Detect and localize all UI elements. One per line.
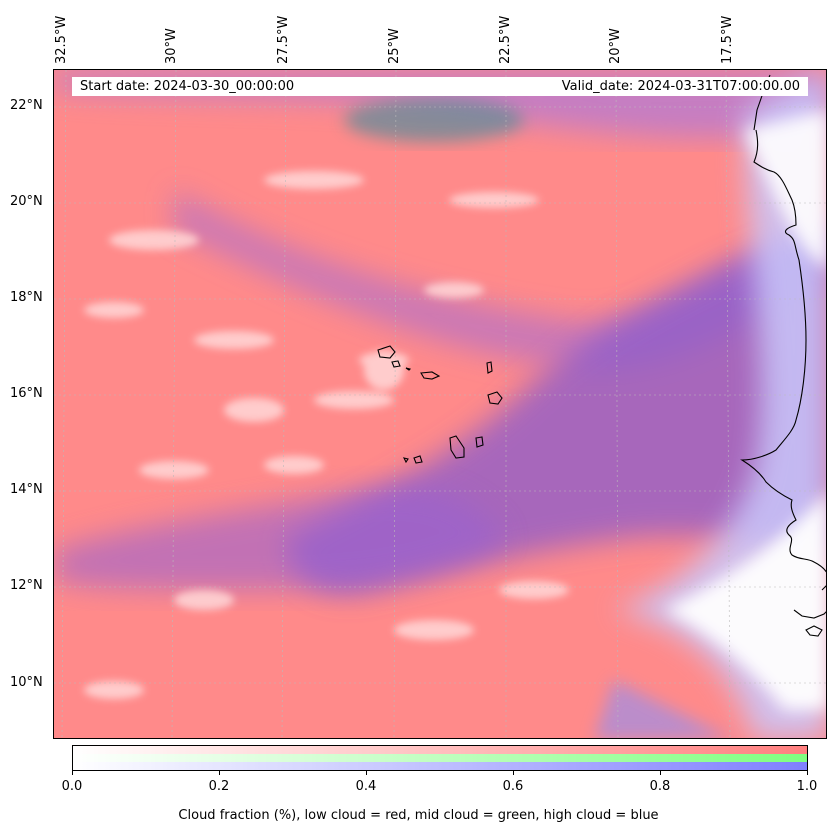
island-santa-luzia <box>405 367 412 371</box>
lat-label-10n: 10°N <box>10 675 43 690</box>
lat-label-20n: 20°N <box>10 194 43 209</box>
lon-label-30w: 30°W <box>164 28 179 64</box>
lon-label-25w: 25°W <box>387 28 402 64</box>
cloud-fraction-map <box>54 70 826 738</box>
start-date-label: Start date: 2024-03-30_00:00:00 <box>72 77 303 96</box>
colorbar-tick-label: 0.4 <box>355 779 377 794</box>
lon-label-17-5w: 17.5°W <box>720 15 735 64</box>
lon-label-22-5w: 22.5°W <box>498 15 513 64</box>
island-maio <box>475 436 484 448</box>
island-sao-nicolau <box>420 371 441 380</box>
island-fogo <box>413 455 423 464</box>
island-boa-vista <box>487 391 503 405</box>
colorbar <box>72 745 808 771</box>
clear-sky-northeast <box>744 110 826 269</box>
island-santiago <box>449 435 465 459</box>
island-santo-antao <box>377 345 396 359</box>
colorbar-tick <box>513 771 514 775</box>
colorbar-tick-label: 0.0 <box>61 779 83 794</box>
lon-label-27-5w: 27.5°W <box>276 15 291 64</box>
high-cloud-south <box>594 680 731 738</box>
gridlines <box>54 70 826 738</box>
lat-label-14n: 14°N <box>10 482 43 497</box>
colorbar-tick <box>660 771 661 775</box>
colorbar-tick-label: 0.6 <box>502 779 524 794</box>
island-sao-vicente <box>391 360 401 368</box>
lat-label-18n: 18°N <box>10 290 43 305</box>
mid-cloud-patch <box>344 98 524 142</box>
lat-label-12n: 12°N <box>10 578 43 593</box>
colorbar-tick-label: 0.2 <box>208 779 230 794</box>
island-sal <box>486 361 493 374</box>
colorbar-tick <box>219 771 220 775</box>
lon-label-20w: 20°W <box>608 28 623 64</box>
valid-date-label: Valid_date: 2024-03-31T07:00:00.00 <box>553 77 808 96</box>
lat-label-22n: 22°N <box>10 98 43 113</box>
colorbar-tick <box>72 771 73 775</box>
colorbar-high-cloud <box>73 762 807 770</box>
lat-label-16n: 16°N <box>10 386 43 401</box>
colorbar-tick <box>366 771 367 775</box>
colorbar-tick-label: 1.0 <box>796 779 818 794</box>
colorbar-title: Cloud fraction (%), low cloud = red, mid… <box>178 808 659 823</box>
lon-label-32-5w: 32.5°W <box>54 15 69 64</box>
map-panel: Start date: 2024-03-30_00:00:00 Valid_da… <box>53 69 827 739</box>
colorbar-tick-label: 0.8 <box>649 779 671 794</box>
high-cloud-band-west <box>54 486 504 590</box>
clear-sky-southeast <box>664 492 826 710</box>
cape-verde-islands <box>377 345 503 464</box>
island-brava <box>402 457 409 464</box>
cloud-speckles <box>84 171 569 699</box>
colorbar-tick <box>807 771 808 775</box>
